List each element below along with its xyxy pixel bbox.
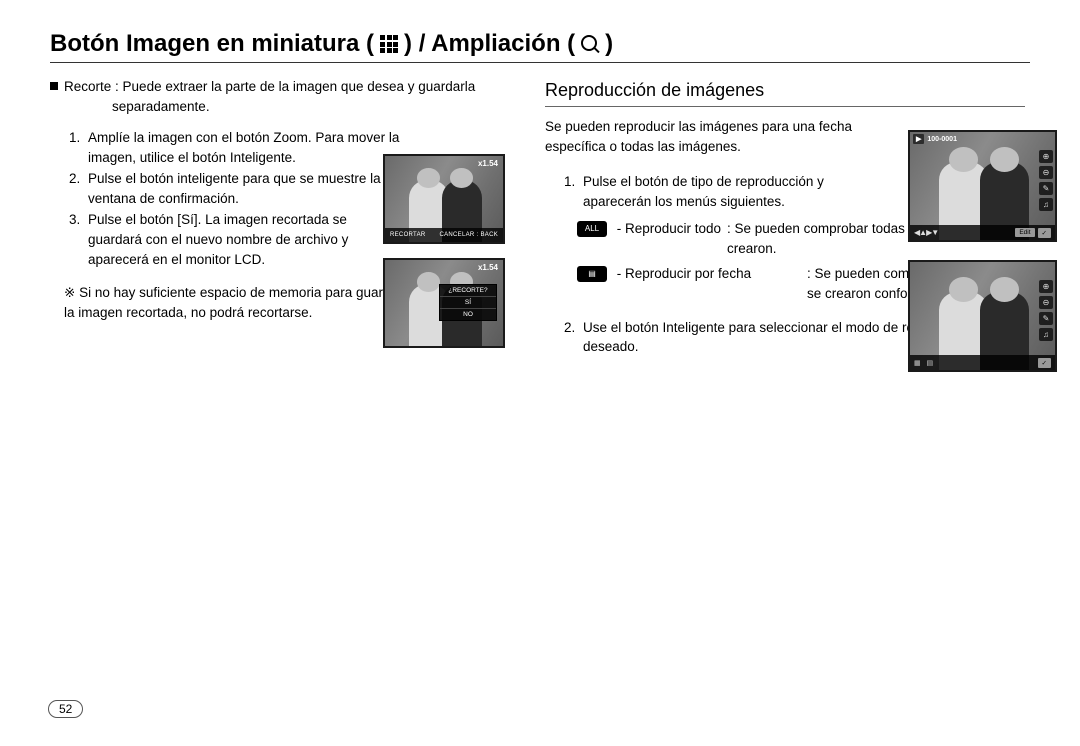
date-badge-icon: ▤ bbox=[577, 266, 607, 282]
page-title: Botón Imagen en miniatura ( ) / Ampliaci… bbox=[50, 30, 1030, 58]
side-icon: ✎ bbox=[1039, 182, 1053, 195]
side-icon: ⊕ bbox=[1039, 150, 1053, 163]
all-badge-icon: ALL bbox=[577, 221, 607, 237]
right-steps: Pulse el botón de tipo de reproducción y… bbox=[545, 172, 879, 211]
play-all-left: ALL - Reproducir todo bbox=[577, 219, 727, 258]
step-item: Pulse el botón inteligente para que se m… bbox=[84, 169, 404, 208]
right-screens: ▶ 100-0001 ⊕ ⊖ ✎ ♫ ◀▲▶▼ Edit ✓ ⊕ ⊖ ✎ bbox=[908, 130, 1057, 390]
lcd-screen-playback-2: ⊕ ⊖ ✎ ♫ ▦ ▤ ✓ bbox=[908, 260, 1057, 372]
side-icons: ⊕ ⊖ ✎ ♫ bbox=[1039, 150, 1053, 211]
mode-icons: ▦ ▤ bbox=[914, 359, 933, 367]
dialog-title: ¿RECORTE? bbox=[440, 285, 496, 297]
right-step-1: Pulse el botón de tipo de reproducción y… bbox=[579, 172, 879, 211]
play-date-label: - Reproducir por fecha bbox=[617, 266, 751, 281]
crop-dialog: ¿RECORTE? SÍ NO bbox=[439, 284, 497, 321]
side-icons: ⊕ ⊖ ✎ ♫ bbox=[1039, 280, 1053, 341]
title-text-3: ) bbox=[605, 30, 613, 58]
sep: : bbox=[807, 266, 811, 281]
lcd-screen-playback: ▶ 100-0001 ⊕ ⊖ ✎ ♫ ◀▲▶▼ Edit ✓ bbox=[908, 130, 1057, 242]
right-intro: Se pueden reproducir las imágenes para u… bbox=[545, 117, 855, 156]
side-icon: ✎ bbox=[1039, 312, 1053, 325]
thumbnail-grid-icon bbox=[380, 35, 398, 53]
title-text-2: ) / Ampliación ( bbox=[404, 30, 575, 58]
step-item: Amplíe la imagen con el botón Zoom. Para… bbox=[84, 128, 404, 167]
bar-left-text: RECORTAR bbox=[390, 232, 426, 238]
play-date-left: ▤ - Reproducir por fecha bbox=[577, 264, 807, 303]
bar-right-text: CANCELAR : BACK bbox=[439, 232, 498, 238]
note-text: Si no hay suficiente espacio de memoria … bbox=[64, 285, 403, 320]
side-icon: ⊖ bbox=[1039, 296, 1053, 309]
edit-button-label: Edit bbox=[1015, 228, 1034, 237]
title-text-1: Botón Imagen en miniatura ( bbox=[50, 30, 374, 58]
left-screens: x1.54 RECORTAR CANCELAR : BACK x1.54 ¿RE… bbox=[383, 154, 505, 362]
screen-bottom-bar: ◀▲▶▼ Edit ✓ bbox=[910, 225, 1055, 240]
screen-bottom-bar: RECORTAR CANCELAR : BACK bbox=[385, 228, 503, 242]
intro-text-line1: Puede extraer la parte de la imagen que … bbox=[123, 79, 476, 94]
intro-block: Recorte : Puede extraer la parte de la i… bbox=[50, 77, 520, 116]
square-bullet-icon bbox=[50, 82, 58, 90]
screen-bottom-bar: ▦ ▤ ✓ bbox=[910, 355, 1055, 370]
subheading: Reproducción de imágenes bbox=[545, 77, 1025, 107]
side-icon: ♫ bbox=[1039, 328, 1053, 341]
note-block: ※ Si no hay suficiente espacio de memori… bbox=[50, 283, 404, 322]
intro-text-line2: separadamente. bbox=[50, 97, 520, 117]
steps-list: Amplíe la imagen con el botón Zoom. Para… bbox=[50, 128, 404, 269]
content-columns: Recorte : Puede extraer la parte de la i… bbox=[50, 77, 1030, 371]
dialog-no: NO bbox=[440, 309, 496, 320]
title-bar: Botón Imagen en miniatura ( ) / Ampliaci… bbox=[50, 30, 1030, 63]
play-all-label: - Reproducir todo bbox=[617, 221, 721, 236]
zoom-label: x1.54 bbox=[478, 159, 498, 168]
side-icon: ⊕ bbox=[1039, 280, 1053, 293]
step-item: Pulse el botón [Sí]. La imagen recortada… bbox=[84, 210, 404, 269]
nav-arrows-icon: ◀▲▶▼ bbox=[914, 228, 938, 237]
dialog-yes: SÍ bbox=[440, 297, 496, 309]
magnify-icon bbox=[581, 35, 599, 53]
side-icon: ♫ bbox=[1039, 198, 1053, 211]
intro-label: Recorte : bbox=[64, 79, 119, 94]
lcd-screen-crop: x1.54 RECORTAR CANCELAR : BACK bbox=[383, 154, 505, 244]
sep: : bbox=[727, 221, 731, 236]
check-button-label: ✓ bbox=[1038, 228, 1051, 238]
note-symbol-icon: ※ bbox=[64, 285, 79, 300]
file-number: 100-0001 bbox=[927, 136, 957, 143]
lcd-screen-dialog: x1.54 ¿RECORTE? SÍ NO bbox=[383, 258, 505, 348]
page-number: 52 bbox=[48, 700, 83, 718]
zoom-label: x1.54 bbox=[478, 263, 498, 272]
manual-page: Botón Imagen en miniatura ( ) / Ampliaci… bbox=[0, 0, 1080, 746]
top-info: ▶ 100-0001 bbox=[913, 134, 957, 144]
play-icon: ▶ bbox=[913, 134, 924, 144]
check-button-label: ✓ bbox=[1038, 358, 1051, 368]
side-icon: ⊖ bbox=[1039, 166, 1053, 179]
